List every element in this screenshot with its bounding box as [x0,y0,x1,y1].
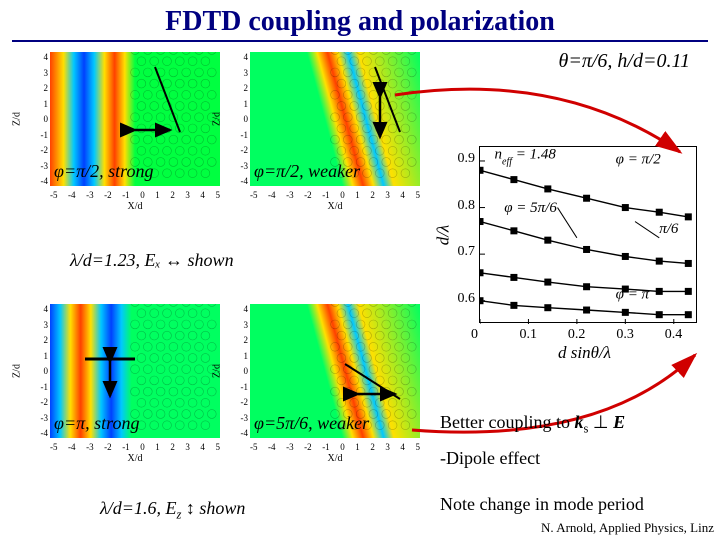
fdtd-plot-bl: 43210-1-2-3-4-5-4-3-2-1012345Z/dX/dφ=π, … [50,304,220,438]
svg-text:φ = 5π/6: φ = 5π/6 [504,200,557,216]
note-coupling: Better coupling to ks ⊥ E [440,412,625,437]
svg-text:φ = π: φ = π [616,286,650,302]
fdtd-plot-tl: 43210-1-2-3-4-5-4-3-2-1012345Z/dX/dφ=π/2… [50,52,220,186]
note-dipole: -Dipole effect [440,448,540,469]
page-title: FDTD coupling and polarization [12,0,708,42]
plot-caption: φ=π/2, weaker [254,161,360,182]
dispersion-plot: neff = 1.48φ = π/2φ = 5π/6π/6φ = π00.10.… [435,140,703,355]
lineplot-xlabel: d sinθ/λ [558,343,611,363]
plot-caption: φ=π/2, strong [54,161,153,182]
footer-attribution: N. Arnold, Applied Physics, Linz [541,520,714,536]
svg-text:neff = 1.48: neff = 1.48 [495,147,557,167]
plot-caption: φ=5π/6, weaker [254,413,369,434]
param-label: θ=π/6, h/d=0.11 [559,50,690,73]
mid-caption-1: λ/d=1.23, Eₓ ↔ shown [70,250,234,271]
plot-caption: φ=π, strong [54,413,139,434]
svg-text:π/6: π/6 [659,221,679,237]
fdtd-plot-br: 43210-1-2-3-4-5-4-3-2-1012345Z/dX/dφ=5π/… [250,304,420,438]
mid-caption-2: λ/d=1.6, Ez ↕ shown [100,498,245,523]
note-period: Note change in mode period [440,494,644,515]
svg-text:φ = π/2: φ = π/2 [616,151,662,167]
lineplot-ylabel: d/λ [433,224,453,245]
fdtd-plot-tr: 43210-1-2-3-4-5-4-3-2-1012345Z/dX/dφ=π/2… [250,52,420,186]
